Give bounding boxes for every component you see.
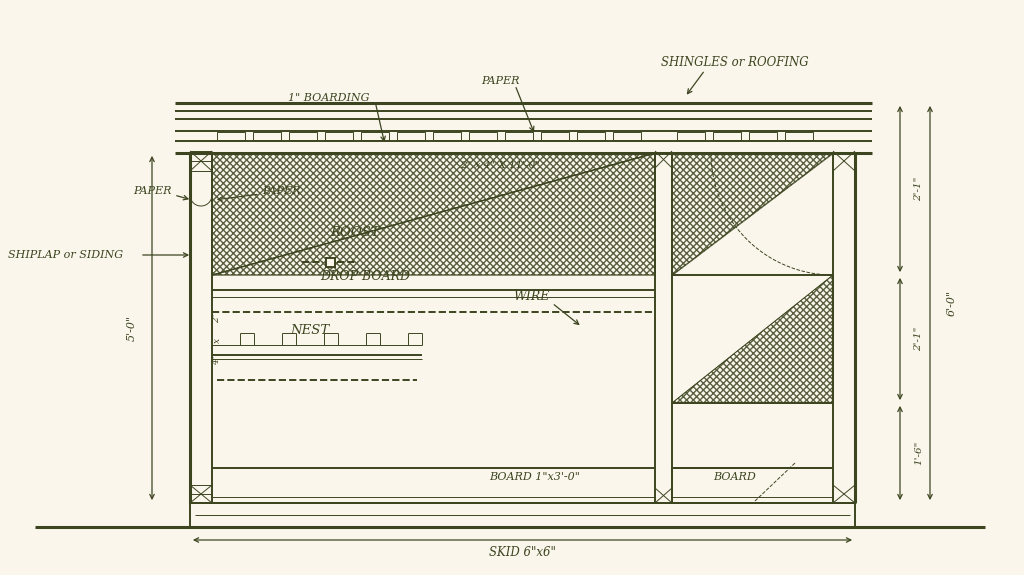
Bar (326, 258, 335, 266)
Bar (749, 132, 777, 140)
Bar (397, 132, 425, 140)
Bar (325, 132, 353, 140)
Text: 2" x 4" X 11'-0": 2" x 4" X 11'-0" (460, 160, 540, 170)
Text: PAPER: PAPER (480, 76, 519, 86)
Bar (253, 132, 281, 140)
Bar (289, 132, 317, 140)
Text: SHIPLAP or SIDING: SHIPLAP or SIDING (8, 250, 123, 260)
Text: BOARD: BOARD (714, 472, 757, 482)
Text: 1" BOARDING: 1" BOARDING (289, 93, 370, 103)
Bar (577, 132, 605, 140)
Text: x: x (213, 338, 221, 343)
Text: WIRE: WIRE (514, 290, 550, 304)
Bar (433, 132, 461, 140)
Bar (677, 132, 705, 140)
Text: DROP BOARD: DROP BOARD (319, 270, 410, 283)
Text: PAPER: PAPER (262, 186, 300, 196)
Text: 2'-1": 2'-1" (914, 327, 924, 351)
Text: SKID 6"x6": SKID 6"x6" (489, 546, 556, 559)
Bar (785, 132, 813, 140)
Text: ROOST: ROOST (330, 227, 380, 240)
Text: PAPER: PAPER (133, 186, 172, 196)
Text: SHINGLES or ROOFING: SHINGLES or ROOFING (662, 56, 809, 70)
Bar (713, 132, 741, 140)
Text: 5'-0": 5'-0" (127, 315, 137, 341)
Text: BOARD 1"x3'-0": BOARD 1"x3'-0" (489, 472, 581, 482)
Text: 4": 4" (213, 355, 221, 365)
Text: 6'-0": 6'-0" (947, 290, 957, 316)
Text: 2": 2" (213, 313, 221, 323)
Bar (505, 132, 534, 140)
Text: 2'-1": 2'-1" (914, 177, 924, 201)
Bar (361, 132, 389, 140)
Bar (469, 132, 497, 140)
Text: NEST: NEST (291, 324, 330, 338)
Text: 1'-6": 1'-6" (914, 441, 924, 465)
Bar (613, 132, 641, 140)
Bar (541, 132, 569, 140)
Bar (217, 132, 245, 140)
